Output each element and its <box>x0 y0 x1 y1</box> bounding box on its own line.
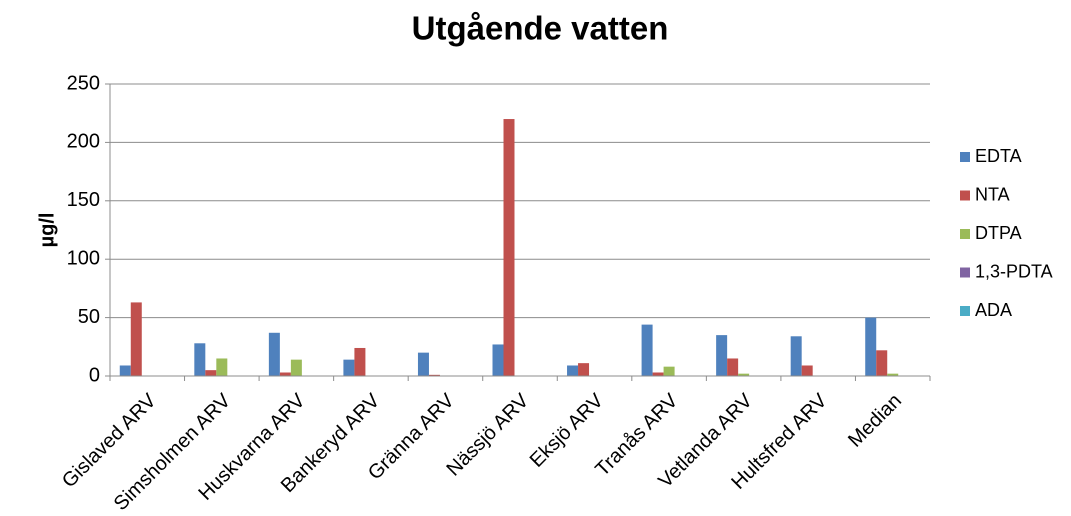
bar <box>343 359 355 376</box>
bar <box>876 350 888 376</box>
bar <box>130 302 142 376</box>
y-tick-label: 100 <box>67 247 100 269</box>
bar <box>865 317 877 376</box>
bar <box>727 358 739 376</box>
bar <box>663 366 675 376</box>
bar <box>417 352 429 376</box>
bar <box>716 335 728 376</box>
bar <box>216 358 228 376</box>
legend-label: 1,3-PDTA <box>975 261 1053 281</box>
x-tick-label: Median <box>844 390 906 452</box>
bar <box>652 372 664 376</box>
y-tick-label: 200 <box>67 131 100 153</box>
legend-swatch <box>960 190 970 201</box>
legend-swatch <box>960 152 970 162</box>
bar <box>578 363 590 376</box>
bar <box>428 374 440 376</box>
bar <box>641 324 653 376</box>
legend-label: EDTA <box>975 146 1022 166</box>
bar <box>503 119 515 376</box>
y-tick-label: 0 <box>89 364 100 386</box>
bar <box>738 373 750 376</box>
legend-label: ADA <box>975 300 1012 320</box>
bar <box>354 347 366 376</box>
bar <box>290 359 302 376</box>
legend-label: NTA <box>975 184 1010 204</box>
y-tick-label: 150 <box>67 189 100 211</box>
bar <box>790 336 802 376</box>
legend-swatch <box>960 306 970 316</box>
y-tick-label: 250 <box>67 72 100 94</box>
y-tick-label: 50 <box>78 306 100 328</box>
bar <box>194 343 206 376</box>
legend-label: DTPA <box>975 223 1022 243</box>
bar <box>567 365 579 376</box>
chart-title: Utgående vatten <box>412 10 669 47</box>
bar <box>268 332 280 376</box>
bar <box>279 372 291 376</box>
y-axis-label: µg/l <box>36 213 58 248</box>
bar <box>119 365 131 376</box>
legend-swatch <box>960 267 970 278</box>
legend-swatch <box>960 229 970 239</box>
bar <box>887 373 899 376</box>
bar <box>205 370 217 376</box>
bar <box>801 365 813 376</box>
bar <box>492 344 504 376</box>
